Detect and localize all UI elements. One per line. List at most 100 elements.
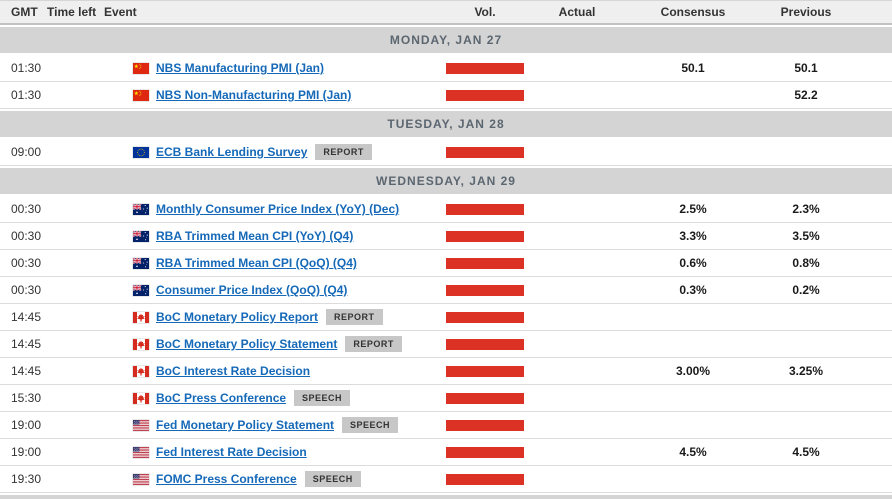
table-body: MONDAY, JAN 27 01:30 NBS Manufacturing P… <box>0 27 892 493</box>
event-link[interactable]: RBA Trimmed Mean CPI (YoY) (Q4) <box>156 229 354 243</box>
consensus-value: 4.5% <box>679 445 707 459</box>
event-time-gmt: 14:45 <box>11 337 42 351</box>
australia-flag <box>133 230 149 242</box>
event-row: 19:00 Fed Interest Rate Decision 4.5% 4.… <box>0 439 892 466</box>
day-separator: WEDNESDAY, JAN 29 <box>0 168 892 194</box>
event-time-gmt: 19:00 <box>11 445 42 459</box>
column-header-consensus: Consensus <box>660 5 726 19</box>
australia-flag <box>133 203 149 215</box>
previous-value: 3.5% <box>792 229 820 243</box>
speech-badge: SPEECH <box>342 417 399 433</box>
event-time-gmt: 01:30 <box>11 88 42 102</box>
canada-flag <box>133 365 149 377</box>
volatility-bar <box>446 365 524 377</box>
event-link[interactable]: NBS Non-Manufacturing PMI (Jan) <box>156 88 352 102</box>
column-header-vol: Vol. <box>474 5 496 19</box>
day-separator-label: WEDNESDAY, JAN 29 <box>376 174 516 188</box>
previous-value: 3.25% <box>788 364 824 378</box>
event-link[interactable]: ECB Bank Lending Survey <box>156 145 308 159</box>
volatility-bar <box>446 203 524 215</box>
event-link[interactable]: BoC Interest Rate Decision <box>156 364 311 378</box>
column-header-time-left: Time left <box>47 5 97 19</box>
volatility-bar <box>446 62 524 74</box>
event-row: 19:30 FOMC Press Conference SPEECH <box>0 466 892 493</box>
volatility-bar <box>446 257 524 269</box>
column-header-event: Event <box>104 5 137 19</box>
next-day-separator-partial <box>0 495 892 499</box>
event-row: 00:30 Consumer Price Index (QoQ) (Q4) 0.… <box>0 277 892 304</box>
eu-flag <box>133 146 149 158</box>
us-flag <box>133 446 149 458</box>
event-time-gmt: 09:00 <box>11 145 42 159</box>
event-link[interactable]: Fed Interest Rate Decision <box>156 445 307 459</box>
report-badge: REPORT <box>345 336 402 352</box>
previous-value: 0.8% <box>792 256 820 270</box>
event-time-gmt: 14:45 <box>11 310 42 324</box>
previous-value: 50.1 <box>794 61 818 75</box>
event-time-gmt: 01:30 <box>11 61 42 75</box>
consensus-value: 0.6% <box>679 256 707 270</box>
volatility-bar <box>446 230 524 242</box>
consensus-value: 50.1 <box>681 61 705 75</box>
event-row: 15:30 BoC Press Conference SPEECH <box>0 385 892 412</box>
event-row: 00:30 RBA Trimmed Mean CPI (QoQ) (Q4) 0.… <box>0 250 892 277</box>
report-badge: REPORT <box>326 309 383 325</box>
previous-value: 0.2% <box>792 283 820 297</box>
event-row: 09:00 ECB Bank Lending Survey REPORT <box>0 139 892 166</box>
event-time-gmt: 00:30 <box>11 283 42 297</box>
event-row: 19:00 Fed Monetary Policy Statement SPEE… <box>0 412 892 439</box>
day-separator-label: TUESDAY, JAN 28 <box>387 117 505 131</box>
previous-value: 2.3% <box>792 202 820 216</box>
previous-value: 52.2 <box>794 88 818 102</box>
event-link[interactable]: FOMC Press Conference <box>156 472 297 486</box>
volatility-bar <box>446 446 524 458</box>
event-link[interactable]: Fed Monetary Policy Statement <box>156 418 335 432</box>
volatility-bar <box>446 284 524 296</box>
volatility-bar <box>446 146 524 158</box>
event-row: 14:45 BoC Monetary Policy Statement REPO… <box>0 331 892 358</box>
event-time-gmt: 19:30 <box>11 472 42 486</box>
day-separator-label: MONDAY, JAN 27 <box>389 33 503 47</box>
event-time-gmt: 00:30 <box>11 229 42 243</box>
day-separator: TUESDAY, JAN 28 <box>0 111 892 137</box>
event-link[interactable]: Consumer Price Index (QoQ) (Q4) <box>156 283 348 297</box>
previous-value: 4.5% <box>792 445 820 459</box>
canada-flag <box>133 338 149 350</box>
event-row: 00:30 RBA Trimmed Mean CPI (YoY) (Q4) 3.… <box>0 223 892 250</box>
event-row: 01:30 NBS Manufacturing PMI (Jan) 50.1 5… <box>0 55 892 82</box>
event-row: 14:45 BoC Monetary Policy Report REPORT <box>0 304 892 331</box>
day-separator: MONDAY, JAN 27 <box>0 27 892 53</box>
table-header-row: GMT Time left Event Vol. Actual Consensu… <box>0 1 892 25</box>
column-header-previous: Previous <box>780 5 832 19</box>
consensus-value: 3.3% <box>679 229 707 243</box>
event-time-gmt: 15:30 <box>11 391 42 405</box>
canada-flag <box>133 311 149 323</box>
speech-badge: SPEECH <box>294 390 351 406</box>
consensus-value: 0.3% <box>679 283 707 297</box>
event-time-gmt: 00:30 <box>11 202 42 216</box>
event-link[interactable]: RBA Trimmed Mean CPI (QoQ) (Q4) <box>156 256 357 270</box>
volatility-bar <box>446 311 524 323</box>
event-link[interactable]: BoC Press Conference <box>156 391 287 405</box>
australia-flag <box>133 257 149 269</box>
event-time-gmt: 19:00 <box>11 418 42 432</box>
event-row: 14:45 BoC Interest Rate Decision 3.00% 3… <box>0 358 892 385</box>
event-link[interactable]: NBS Manufacturing PMI (Jan) <box>156 61 325 75</box>
event-row: 01:30 NBS Non-Manufacturing PMI (Jan) 52… <box>0 82 892 109</box>
report-badge: REPORT <box>315 144 372 160</box>
volatility-bar <box>446 473 524 485</box>
china-flag <box>133 89 149 101</box>
volatility-bar <box>446 419 524 431</box>
event-link[interactable]: Monthly Consumer Price Index (YoY) (Dec) <box>156 202 400 216</box>
event-row: 00:30 Monthly Consumer Price Index (YoY)… <box>0 196 892 223</box>
column-header-gmt: GMT <box>11 5 38 19</box>
consensus-value: 3.00% <box>675 364 711 378</box>
event-link[interactable]: BoC Monetary Policy Statement <box>156 337 338 351</box>
column-header-actual: Actual <box>558 5 596 19</box>
speech-badge: SPEECH <box>304 471 361 487</box>
canada-flag <box>133 392 149 404</box>
consensus-value: 2.5% <box>679 202 707 216</box>
event-link[interactable]: BoC Monetary Policy Report <box>156 310 319 324</box>
us-flag <box>133 473 149 485</box>
